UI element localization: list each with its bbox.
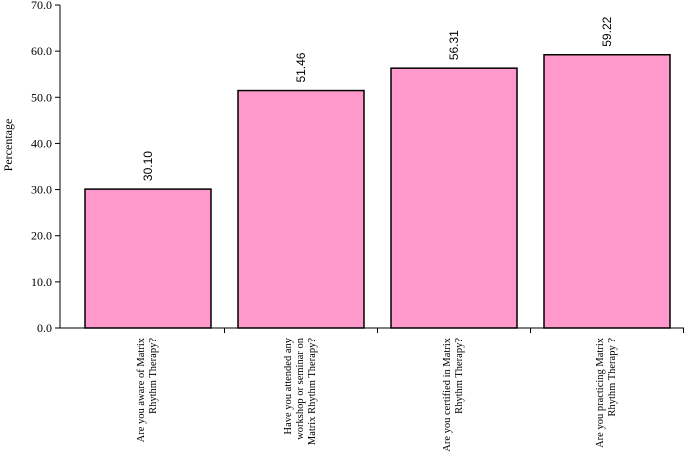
bar	[84, 188, 212, 329]
x-tick-label-box: Are you certified in Matrix Rhythm Thera…	[442, 338, 465, 452]
x-tick-label-box: Are you aware of Matrix Rhythm Therapy?	[136, 338, 159, 443]
value-label: 56.31	[447, 30, 461, 60]
value-label: 59.22	[600, 16, 614, 46]
x-tick-label-box: Have you attended any workshop or semina…	[283, 338, 318, 446]
x-tick-label: Are you aware of Matrix Rhythm Therapy?	[136, 338, 159, 443]
y-tick-label: 20.0	[31, 229, 52, 243]
y-tick-label: 40.0	[31, 136, 52, 150]
bar	[390, 67, 518, 329]
y-axis-title: Percentage	[1, 119, 15, 172]
bar	[543, 53, 671, 329]
x-tick-label-box: Are you practicing Matrix Rhythm Therapy…	[595, 338, 618, 448]
y-tick-label: 60.0	[31, 44, 52, 58]
y-tick-label: 0.0	[37, 321, 52, 335]
x-tick-label: Are you certified in Matrix Rhythm Thera…	[442, 338, 465, 452]
y-tick-label: 70.0	[31, 0, 52, 12]
x-tick-label: Are you practicing Matrix Rhythm Therapy…	[595, 338, 618, 448]
y-tick-label: 10.0	[31, 275, 52, 289]
bar	[237, 89, 365, 329]
x-tick-label: Have you attended any workshop or semina…	[283, 338, 318, 446]
value-label: 51.46	[294, 52, 308, 82]
value-label: 30.10	[141, 151, 155, 181]
y-tick-label: 50.0	[31, 90, 52, 104]
y-tick-label: 30.0	[31, 183, 52, 197]
